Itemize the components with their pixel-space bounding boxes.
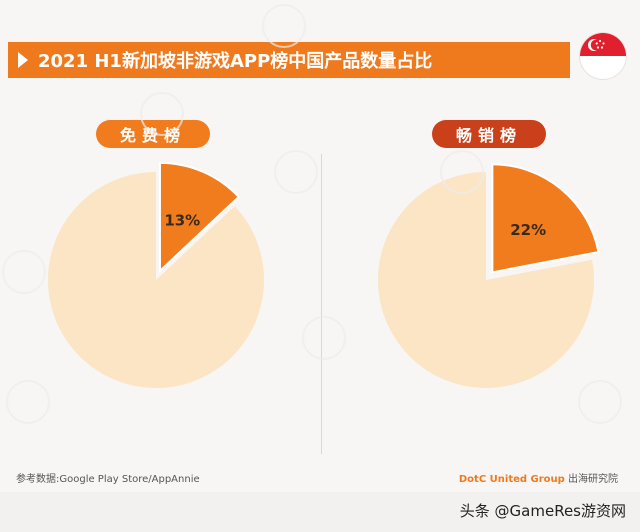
title-bar: 2021 H1新加坡非游戏APP榜中国产品数量占比	[8, 42, 570, 78]
pie-slice-label: 13%	[164, 211, 200, 229]
bottom-strip	[0, 492, 640, 532]
pie-slice-highlight	[158, 161, 241, 274]
institute-name: 出海研究院	[564, 474, 618, 485]
pie-slice-rest	[47, 172, 264, 388]
watermark-icon	[2, 250, 46, 294]
page-title: 2021 H1新加坡非游戏APP榜中国产品数量占比	[38, 51, 433, 72]
pie-slice-rest	[378, 172, 594, 388]
singapore-flag-icon	[580, 33, 626, 79]
source-note: 参考数据:Google Play Store/AppAnnie	[16, 474, 200, 485]
source-credit: 头条 @GameRes游资网	[459, 502, 626, 520]
chart-divider	[321, 154, 322, 454]
watermark-icon	[6, 380, 50, 424]
watermark-icon	[440, 150, 484, 194]
grossing-pie-chart: 22%	[378, 163, 600, 388]
title-arrow-icon	[18, 52, 28, 68]
brand-name: DotC United Group	[458, 474, 565, 485]
watermark-icon	[140, 92, 184, 136]
watermark-icon	[274, 150, 318, 194]
watermark-icon	[302, 316, 346, 360]
watermark-icon	[578, 380, 622, 424]
free-pie-chart: 13%	[47, 161, 264, 388]
brand-note: DotC United Group 出海研究院	[459, 470, 618, 485]
grossing-chart-title-pill: 畅销榜	[432, 120, 546, 148]
watermark-icon	[262, 4, 306, 48]
pie-slice-highlight	[491, 163, 600, 274]
pie-slice-label: 22%	[510, 221, 546, 239]
